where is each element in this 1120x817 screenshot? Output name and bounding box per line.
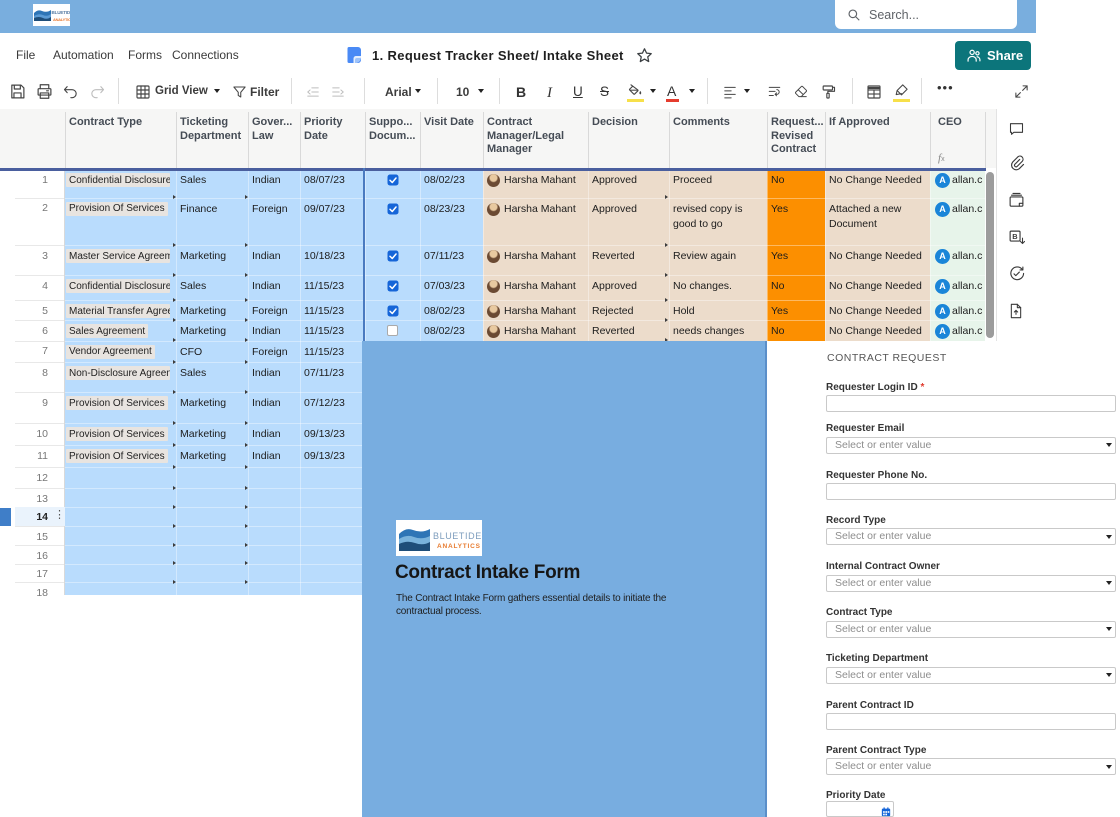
- svg-text:B: B: [1012, 232, 1018, 241]
